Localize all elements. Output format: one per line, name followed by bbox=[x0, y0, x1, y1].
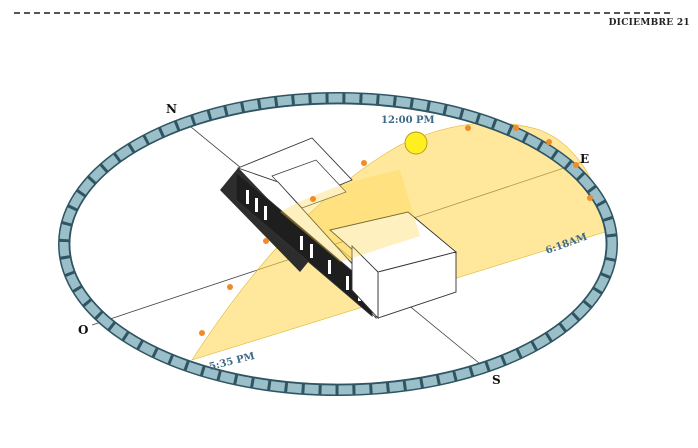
hour-dot bbox=[546, 139, 552, 145]
hour-dot bbox=[199, 330, 205, 336]
top-dashed-strip bbox=[14, 0, 674, 14]
hour-dot bbox=[587, 195, 593, 201]
hour-dot bbox=[227, 284, 233, 290]
compass-ring bbox=[59, 93, 617, 395]
sun-path-overlay bbox=[280, 170, 420, 262]
compass-ring-inner bbox=[69, 103, 607, 385]
hour-dot bbox=[361, 160, 367, 166]
date-label: DICIEMBRE 21 bbox=[608, 18, 690, 28]
east-label: E bbox=[580, 152, 589, 166]
noon-time-label: 12:00 PM bbox=[381, 115, 435, 126]
building-wall-west bbox=[235, 171, 373, 317]
south-label: S bbox=[492, 373, 501, 387]
building-right-side bbox=[351, 244, 379, 320]
north-label: N bbox=[166, 102, 177, 116]
hour-markers bbox=[199, 125, 593, 336]
sun-icon bbox=[404, 131, 428, 155]
west-label: O bbox=[78, 323, 88, 337]
hour-dot bbox=[263, 238, 269, 244]
hour-dot bbox=[573, 162, 579, 168]
hour-dot bbox=[465, 125, 471, 131]
hour-dot bbox=[513, 125, 519, 131]
hour-dot bbox=[310, 196, 316, 202]
